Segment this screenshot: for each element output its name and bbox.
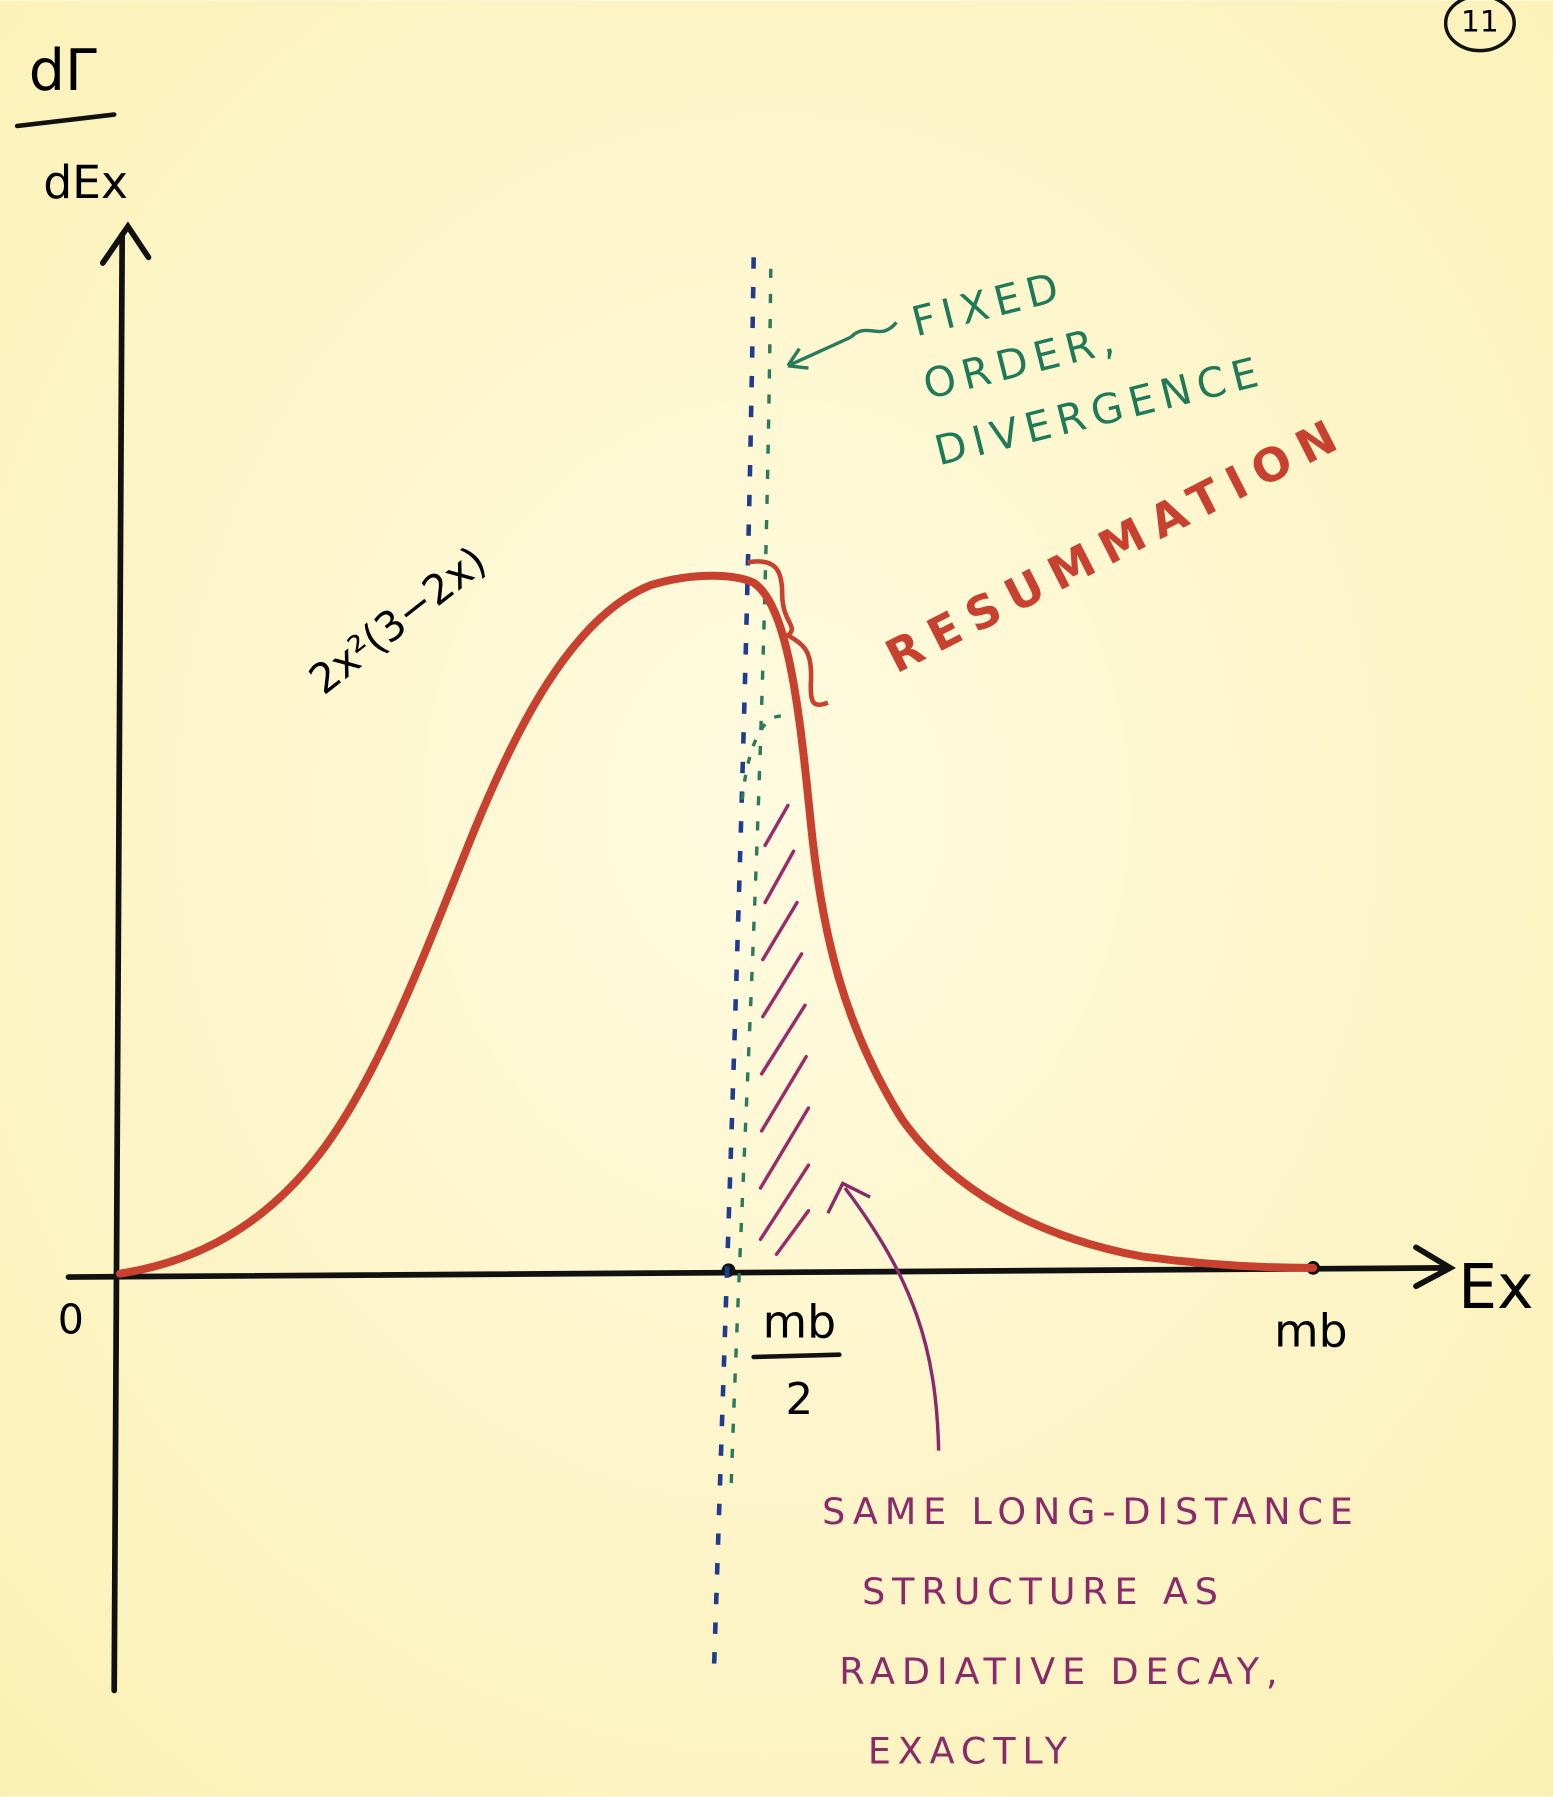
diagram: 11 dΓ dEx Ex 0 mb 2 mb 2x²(3−2x) FIXED <box>0 0 1553 1797</box>
mass-label: mb <box>1274 1305 1347 1358</box>
y-label-numerator: dΓ <box>29 38 97 104</box>
long-distance-line: STRUCTURE AS <box>862 1570 1225 1613</box>
long-distance-line: SAME LONG-DISTANCE <box>822 1490 1360 1533</box>
long-distance-line: EXACTLY <box>868 1730 1074 1773</box>
fraction-bar <box>754 1355 840 1357</box>
half-mass-numerator: mb <box>763 1296 836 1349</box>
y-label-denominator: dEx <box>43 156 128 209</box>
x-label: Ex <box>1458 1251 1533 1323</box>
page: {"page_number": "11", "y_axis": {"label_… <box>0 0 1553 1797</box>
half-mass-denominator: 2 <box>786 1375 814 1425</box>
page-number: 11 <box>1461 4 1499 39</box>
long-distance-line: RADIATIVE DECAY, <box>839 1650 1284 1693</box>
origin-label: 0 <box>58 1296 84 1344</box>
